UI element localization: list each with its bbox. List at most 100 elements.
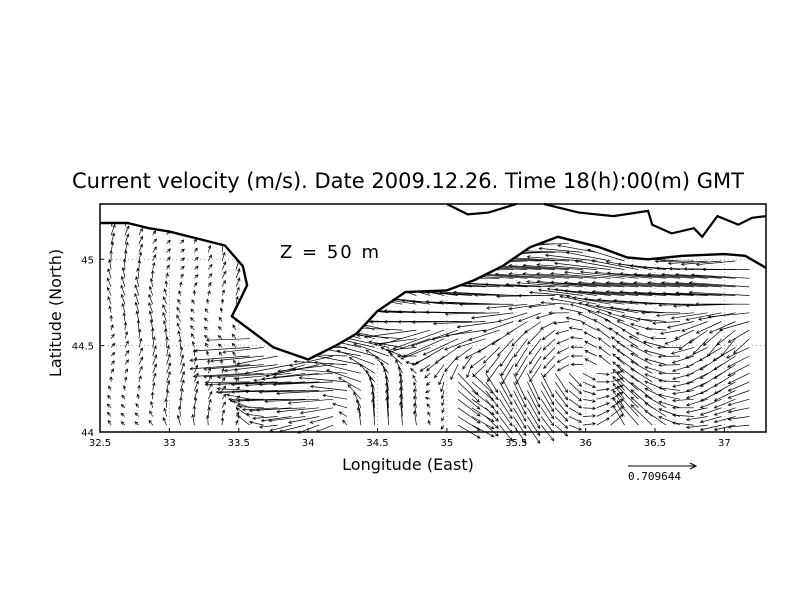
velocity-vector bbox=[568, 416, 583, 423]
velocity-vector bbox=[221, 261, 227, 270]
velocity-vector bbox=[699, 390, 722, 402]
velocity-vector bbox=[605, 281, 667, 288]
velocity-vector bbox=[594, 270, 653, 279]
velocity-vector bbox=[221, 251, 226, 262]
velocity-vector bbox=[226, 393, 250, 400]
velocity-vector bbox=[636, 317, 667, 322]
velocity-vector bbox=[499, 347, 514, 367]
velocity-vector bbox=[513, 338, 528, 358]
velocity-vector bbox=[713, 424, 736, 432]
velocity-vector bbox=[209, 355, 264, 363]
velocity-vector bbox=[163, 407, 167, 417]
velocity-vector bbox=[597, 337, 611, 348]
velocity-vector bbox=[149, 400, 154, 408]
velocity-vector bbox=[194, 265, 199, 270]
velocity-vector bbox=[695, 321, 722, 334]
velocity-vector bbox=[314, 361, 361, 374]
velocity-vector bbox=[612, 353, 625, 365]
velocity-vector bbox=[652, 321, 681, 325]
velocity-vector bbox=[670, 347, 694, 355]
velocity-vector bbox=[727, 407, 750, 414]
velocity-vector bbox=[457, 381, 480, 403]
velocity-vector bbox=[176, 414, 181, 426]
velocity-vector bbox=[194, 364, 199, 374]
velocity-vector bbox=[424, 310, 486, 314]
velocity-vector bbox=[543, 364, 556, 378]
velocity-vector bbox=[574, 259, 625, 270]
velocity-vector bbox=[597, 298, 653, 305]
velocity-vector bbox=[235, 268, 241, 279]
velocity-vector bbox=[163, 319, 167, 331]
velocity-vector bbox=[667, 260, 708, 266]
velocity-vector bbox=[138, 227, 143, 236]
velocity-vector bbox=[109, 314, 113, 322]
velocity-vector bbox=[612, 389, 625, 408]
velocity-vector bbox=[486, 303, 528, 310]
velocity-vector bbox=[233, 359, 237, 365]
velocity-vector bbox=[123, 376, 128, 382]
velocity-vector bbox=[134, 292, 140, 305]
velocity-vector bbox=[554, 416, 569, 429]
velocity-vector bbox=[150, 269, 155, 279]
velocity-vector bbox=[684, 347, 708, 359]
velocity-vector bbox=[497, 338, 514, 357]
velocity-vector bbox=[108, 258, 112, 270]
velocity-vector bbox=[222, 347, 264, 354]
velocity-vector bbox=[584, 350, 597, 357]
velocity-vector bbox=[664, 338, 681, 345]
velocity-vector bbox=[264, 398, 320, 404]
velocity-vector bbox=[221, 385, 227, 391]
velocity-vector bbox=[353, 343, 389, 357]
velocity-vector bbox=[540, 399, 555, 420]
velocity-vector bbox=[630, 353, 653, 365]
velocity-vector bbox=[553, 261, 611, 270]
velocity-vector bbox=[685, 407, 708, 414]
velocity-vector bbox=[287, 398, 334, 405]
velocity-vector bbox=[593, 319, 611, 331]
velocity-vector bbox=[440, 424, 445, 430]
velocity-vector bbox=[612, 368, 625, 383]
velocity-vector bbox=[612, 404, 625, 426]
velocity-vector bbox=[217, 335, 223, 339]
velocity-vector bbox=[526, 255, 583, 262]
velocity-vector bbox=[342, 419, 348, 426]
velocity-vector bbox=[671, 364, 695, 373]
velocity-vector bbox=[120, 404, 126, 409]
velocity-vector bbox=[579, 270, 639, 279]
velocity-vector bbox=[235, 403, 241, 409]
velocity-vector bbox=[252, 416, 278, 421]
velocity-vector bbox=[255, 407, 306, 412]
velocity-vector bbox=[193, 396, 198, 408]
velocity-vector bbox=[221, 270, 227, 279]
velocity-vector bbox=[555, 329, 570, 335]
velocity-vector bbox=[563, 281, 625, 288]
velocity-vector bbox=[554, 398, 569, 415]
velocity-vector bbox=[138, 365, 143, 374]
velocity-vector bbox=[527, 329, 542, 345]
velocity-vector bbox=[412, 374, 417, 383]
velocity-vector bbox=[655, 312, 694, 318]
velocity-vector bbox=[515, 364, 528, 385]
velocity-vector bbox=[485, 398, 499, 415]
velocity-vector bbox=[424, 373, 431, 379]
velocity-vector bbox=[231, 342, 237, 348]
velocity-vector bbox=[565, 316, 583, 322]
velocity-vector bbox=[596, 310, 625, 322]
velocity-vector bbox=[680, 260, 722, 266]
velocity-vector bbox=[568, 398, 583, 409]
velocity-vector bbox=[149, 277, 154, 287]
velocity-vector bbox=[180, 387, 184, 400]
velocity-vector bbox=[245, 398, 306, 402]
velocity-vector bbox=[180, 248, 185, 253]
velocity-vector bbox=[621, 329, 639, 340]
velocity-vector bbox=[164, 280, 168, 287]
velocity-vector bbox=[315, 424, 334, 433]
velocity-vector bbox=[469, 355, 486, 369]
velocity-vector bbox=[363, 329, 417, 339]
velocity-vector bbox=[194, 256, 199, 262]
velocity-vector bbox=[123, 321, 128, 331]
velocity-vector bbox=[427, 411, 431, 417]
velocity-vector bbox=[148, 285, 154, 296]
velocity-vector bbox=[500, 355, 514, 377]
velocity-vector bbox=[204, 342, 209, 348]
